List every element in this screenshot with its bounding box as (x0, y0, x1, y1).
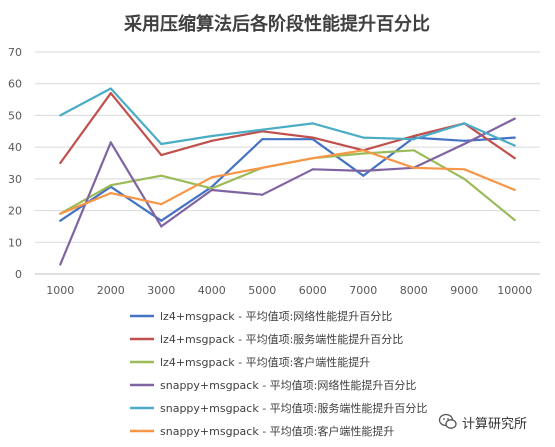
data-point (311, 157, 314, 160)
data-point (463, 142, 466, 146)
data-point (513, 157, 516, 160)
series-line (59, 149, 516, 215)
data-point (412, 149, 415, 152)
legend-item: snappy+msgpack - 平均值项:网络性能提升百分比 (130, 378, 416, 392)
data-point (261, 138, 264, 141)
y-tick-label: 0 (15, 268, 22, 281)
data-point (59, 212, 62, 215)
data-point (160, 153, 163, 157)
data-point (513, 136, 516, 139)
data-point (463, 122, 466, 125)
data-point (109, 87, 112, 90)
x-tick-label: 7000 (349, 284, 377, 297)
data-point (109, 192, 112, 195)
y-tick-label: 20 (8, 205, 22, 218)
y-tick-label: 10 (8, 236, 22, 249)
data-point (311, 122, 314, 125)
series-line (59, 149, 516, 221)
legend-label: lz4+msgpack - 平均值项:服务端性能提升百分比 (160, 332, 403, 346)
y-axis-ticks: 0 10 20 30 40 50 60 70 (8, 46, 22, 281)
legend-label: lz4+msgpack - 平均值项:客户端性能提升 (160, 355, 370, 369)
data-point (109, 92, 112, 95)
x-tick-label: 4000 (198, 284, 226, 297)
watermark-label: 计算研究所 (462, 416, 528, 432)
wechat-logo-icon (438, 413, 457, 429)
data-point (362, 149, 365, 152)
data-point (109, 141, 112, 144)
data-point (261, 193, 264, 196)
x-tick-label: 3000 (147, 284, 175, 297)
legend-item: snappy+msgpack - 平均值项:客户端性能提升 (130, 424, 394, 438)
data-point (210, 176, 213, 179)
series-6 (59, 149, 516, 215)
x-tick-label: 1000 (46, 284, 74, 297)
data-point (210, 187, 213, 190)
data-point (59, 263, 62, 266)
legend-label: snappy+msgpack - 平均值项:服务端性能提升百分比 (160, 401, 427, 415)
data-point (412, 166, 415, 169)
grid-lines (35, 51, 540, 275)
series-line (59, 136, 515, 222)
series-lines (59, 87, 516, 266)
data-point (160, 219, 163, 222)
legend-item: lz4+msgpack - 平均值项:客户端性能提升 (130, 355, 370, 369)
series-line (59, 117, 516, 265)
x-tick-label: 8000 (400, 284, 428, 297)
legend-label: snappy+msgpack - 平均值项:网络性能提升百分比 (160, 378, 416, 392)
data-point (59, 161, 62, 165)
data-point (463, 168, 466, 171)
series-line (59, 87, 516, 147)
data-point (210, 188, 213, 192)
legend-item: lz4+msgpack - 平均值项:网络性能提升百分比 (130, 309, 392, 323)
x-tick-label: 2000 (97, 284, 125, 297)
data-point (210, 134, 213, 138)
y-tick-label: 70 (8, 46, 22, 59)
data-point (311, 136, 314, 139)
legend-label: lz4+msgpack - 平均值项:网络性能提升百分比 (160, 309, 392, 323)
data-point (160, 174, 163, 177)
series-5 (59, 87, 516, 147)
data-point (210, 139, 213, 142)
x-axis-ticks: 1000 2000 3000 4000 5000 6000 7000 8000 9000 1000… (46, 284, 532, 297)
data-point (412, 134, 415, 138)
data-point (513, 188, 516, 192)
data-point (513, 117, 516, 120)
y-tick-label: 30 (8, 173, 22, 186)
series-line (59, 92, 516, 164)
y-tick-label: 50 (8, 109, 22, 122)
y-tick-label: 60 (8, 78, 22, 91)
data-point (59, 114, 62, 117)
data-point (160, 203, 163, 206)
data-point (261, 128, 264, 131)
data-point (463, 139, 466, 142)
watermark: 计算研究所 (438, 412, 527, 432)
data-point (362, 152, 365, 155)
x-tick-label: 9000 (450, 284, 478, 297)
legend: lz4+msgpack - 平均值项:网络性能提升百分比 lz4+msgpack … (130, 309, 427, 438)
data-point (463, 177, 466, 180)
data-point (362, 169, 365, 173)
data-point (109, 184, 112, 187)
legend-item: lz4+msgpack - 平均值项:服务端性能提升百分比 (130, 332, 403, 346)
legend-label: snappy+msgpack - 平均值项:客户端性能提升 (160, 424, 394, 438)
data-point (513, 218, 516, 222)
legend-item: snappy+msgpack - 平均值项:服务端性能提升百分比 (130, 401, 427, 415)
x-tick-label: 10000 (497, 284, 532, 297)
data-point (311, 168, 314, 171)
y-tick-label: 40 (8, 141, 22, 154)
data-point (261, 166, 264, 169)
chart-title: 采用压缩算法后各阶段性能提升百分比 (123, 13, 430, 35)
x-tick-label: 5000 (248, 284, 276, 297)
x-tick-label: 6000 (299, 284, 327, 297)
data-point (412, 138, 415, 141)
data-point (362, 174, 365, 177)
data-point (362, 136, 365, 139)
data-point (160, 142, 163, 146)
data-point (513, 144, 516, 147)
data-point (59, 219, 62, 222)
data-point (160, 225, 163, 228)
